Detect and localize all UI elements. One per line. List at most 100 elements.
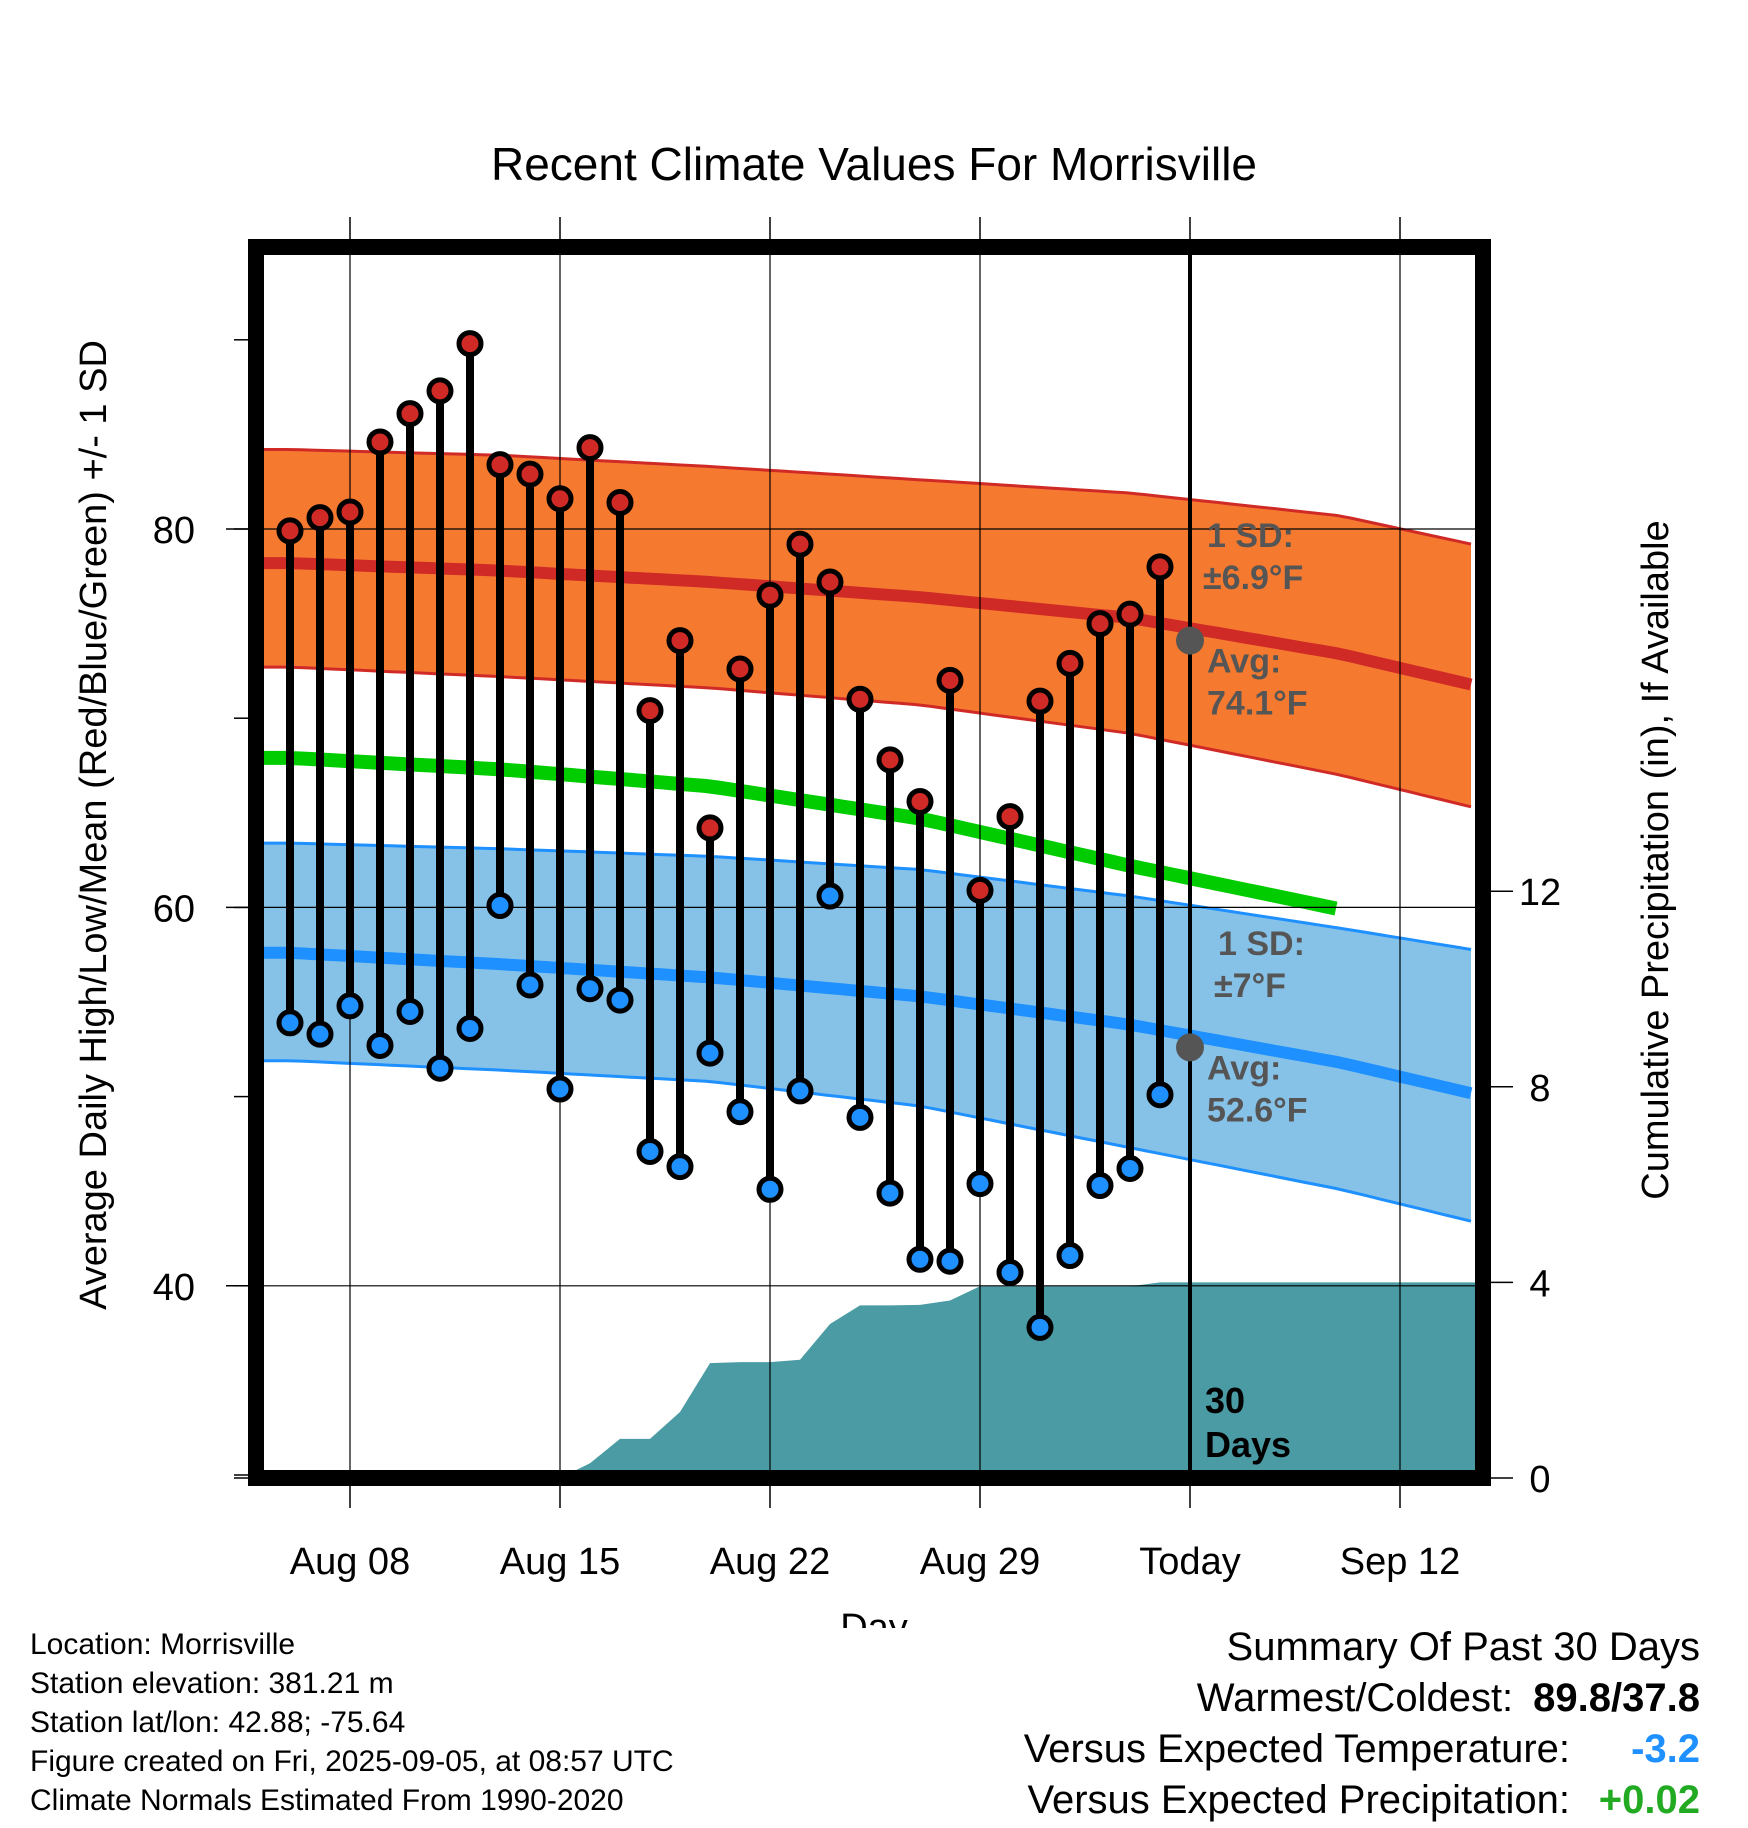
low-point [1086, 1172, 1114, 1200]
high-point [606, 489, 634, 517]
high-point [486, 451, 514, 479]
high-point [546, 485, 574, 513]
y-tick-label-right: 8 [1529, 1068, 1550, 1110]
latlon-text: Station lat/lon: 42.88; -75.64 [30, 1706, 406, 1739]
low-point [726, 1098, 754, 1126]
period-label: 30 [1205, 1380, 1245, 1421]
warm-cold-value: 89.8/37.8 [1533, 1676, 1700, 1720]
high-point [966, 876, 994, 904]
high-point [846, 685, 874, 713]
low-point [486, 892, 514, 920]
chart-title: Recent Climate Values For Morrisville [491, 138, 1257, 190]
low-point [816, 882, 844, 910]
high-point [1086, 610, 1114, 638]
high-sd-value: ±6.9°F [1203, 559, 1303, 597]
low-point [276, 1009, 304, 1037]
high-point [726, 655, 754, 683]
avg-marker [1176, 1033, 1204, 1062]
plot-frame [248, 239, 1491, 1486]
high-point [396, 400, 424, 428]
low-point [636, 1137, 664, 1165]
high-point [306, 504, 334, 532]
y-tick-label-right: 4 [1529, 1263, 1550, 1305]
high-sd-upper-edge [256, 448, 1472, 546]
high-point [1026, 687, 1054, 715]
high-point [576, 434, 604, 462]
low-point [306, 1020, 334, 1048]
summary-title: Summary Of Past 30 Days [1226, 1625, 1700, 1669]
high-point [996, 803, 1024, 831]
low-point [756, 1175, 784, 1203]
low-point [576, 975, 604, 1003]
high-point [1146, 553, 1174, 581]
high-point [936, 666, 964, 694]
summary-panel: Summary Of Past 30 Days Warmest/Coldest:… [1024, 1622, 1700, 1826]
low-point [876, 1179, 904, 1207]
high-point [636, 697, 664, 725]
precip-value: +0.02 [1598, 1778, 1700, 1822]
low-point [936, 1247, 964, 1275]
x-axis-title: Day [840, 1607, 908, 1628]
low-point [1026, 1313, 1054, 1341]
low-point [696, 1039, 724, 1067]
normals-text: Climate Normals Estimated From 1990-2020 [30, 1784, 624, 1817]
high-point [906, 787, 934, 815]
temp-value: -3.2 [1631, 1727, 1700, 1771]
period-label: Days [1205, 1424, 1291, 1465]
high-point [816, 568, 844, 596]
high-point [276, 517, 304, 545]
low-avg-value: 52.6°F [1207, 1091, 1308, 1129]
low-point [1146, 1081, 1174, 1109]
y-axis-title-left: Average Daily High/Low/Mean (Red/Blue/Gr… [73, 340, 115, 1310]
low-point [996, 1259, 1024, 1287]
low-point [1116, 1154, 1144, 1182]
location-text: Location: Morrisville [30, 1628, 296, 1661]
low-point [396, 997, 424, 1025]
elevation-text: Station elevation: 381.21 m [30, 1667, 394, 1700]
low-point [516, 971, 544, 999]
high-point [336, 498, 364, 526]
y-tick-label-right: 12 [1519, 872, 1561, 914]
y-tick-label-left: 40 [153, 1267, 195, 1309]
y-tick-label-right: 0 [1529, 1459, 1550, 1501]
high-point [786, 530, 814, 558]
x-tick-label: Sep 12 [1340, 1541, 1460, 1583]
low-point [606, 986, 634, 1014]
high-point [516, 460, 544, 488]
low-point [426, 1054, 454, 1082]
high-point [1116, 600, 1144, 628]
high-point [696, 814, 724, 842]
plot-area: 1 SD: ±6.9°F Avg: 74.1°F 1 SD: ±7°F Avg: 52.6°F… [256, 247, 1483, 1478]
x-tick-label: Today [1139, 1541, 1240, 1583]
high-point [426, 377, 454, 405]
summary-temp: Versus Expected Temperature: -3.2 [1024, 1724, 1700, 1775]
y-tick-label-left: 80 [153, 510, 195, 552]
low-point [336, 992, 364, 1020]
x-tick-label: Aug 15 [500, 1541, 620, 1583]
x-tick-label: Aug 29 [920, 1541, 1040, 1583]
high-point [366, 428, 394, 456]
climate-chart: Recent Climate Values For Morrisville 1 … [73, 138, 1677, 1628]
summary-warm-cold: Warmest/Coldest: 89.8/37.8 [1024, 1673, 1700, 1724]
low-point [966, 1170, 994, 1198]
high-point [876, 746, 904, 774]
created-text: Figure created on Fri, 2025-09-05, at 08… [30, 1745, 674, 1778]
low-sd-label: 1 SD: [1218, 925, 1305, 963]
high-normal-line [256, 557, 1473, 691]
y-axis-title-right: Cumulative Precipitation (in), If Availa… [1635, 520, 1677, 1199]
low-point [366, 1032, 394, 1060]
low-avg-label: Avg: [1207, 1049, 1281, 1087]
low-point [906, 1245, 934, 1273]
low-sd-value: ±7°F [1214, 967, 1286, 1005]
summary-precip: Versus Expected Precipitation: +0.02 [1024, 1775, 1700, 1826]
warm-cold-label: Warmest/Coldest: [1196, 1676, 1514, 1720]
station-info: Location: Morrisville Station elevation:… [30, 1625, 674, 1820]
axes: Aug 08 Aug 15 Aug 22 Aug 29 Today Sep 1240608… [153, 217, 1561, 1583]
high-sd-label: 1 SD: [1207, 517, 1294, 555]
high-point [1056, 649, 1084, 677]
low-point [456, 1014, 484, 1042]
low-point [786, 1077, 814, 1105]
plot-clip-group: 1 SD: ±6.9°F Avg: 74.1°F 1 SD: ±7°F Avg: 52.6°F… [256, 247, 1483, 1478]
low-point [546, 1075, 574, 1103]
avg-marker [1176, 626, 1204, 655]
